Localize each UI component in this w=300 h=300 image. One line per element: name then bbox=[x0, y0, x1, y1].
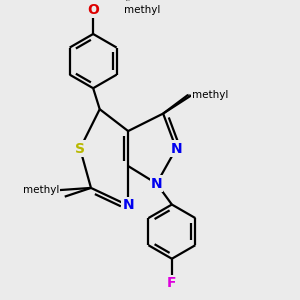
Text: methyl: methyl bbox=[187, 93, 192, 94]
Text: methyl: methyl bbox=[191, 90, 228, 100]
Text: N: N bbox=[122, 198, 134, 212]
Text: methyl: methyl bbox=[191, 93, 196, 94]
Text: O: O bbox=[87, 3, 99, 17]
Text: O: O bbox=[88, 3, 98, 16]
Text: O: O bbox=[87, 3, 99, 17]
Text: F: F bbox=[168, 276, 176, 289]
Text: S: S bbox=[75, 142, 85, 156]
Text: methyl: methyl bbox=[191, 94, 196, 95]
Text: N: N bbox=[151, 176, 162, 190]
Text: F: F bbox=[167, 276, 177, 290]
Text: N: N bbox=[170, 142, 182, 156]
Text: N: N bbox=[122, 198, 134, 212]
Text: methyl: methyl bbox=[126, 0, 131, 1]
Text: S: S bbox=[75, 142, 85, 156]
Text: methyl: methyl bbox=[23, 185, 59, 195]
Text: N: N bbox=[151, 176, 162, 190]
Text: methyl: methyl bbox=[197, 94, 202, 96]
Text: methyl: methyl bbox=[124, 5, 160, 15]
Text: N: N bbox=[170, 142, 182, 156]
